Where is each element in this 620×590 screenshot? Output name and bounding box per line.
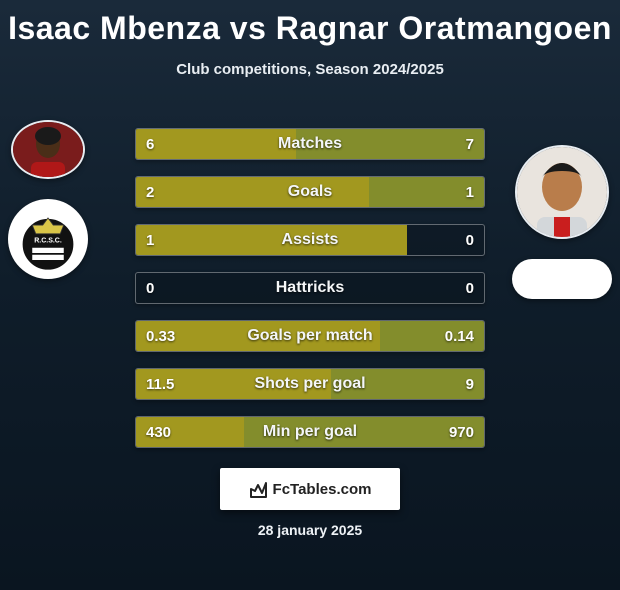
stat-label: Shots per goal <box>136 369 484 399</box>
stats-container: 67Matches 21Goals 10Assists 00Hattricks 0.33… <box>135 128 485 448</box>
stat-label: Hattricks <box>136 273 484 303</box>
stat-row: 00Hattricks <box>135 272 485 304</box>
page-subtitle: Club competitions, Season 2024/2025 <box>0 61 620 78</box>
player-left-avatar-svg <box>13 122 83 177</box>
stat-label: Assists <box>136 225 484 255</box>
stat-row: 10Assists <box>135 224 485 256</box>
stat-label: Matches <box>136 129 484 159</box>
stat-row: 11.59Shots per goal <box>135 368 485 400</box>
stat-row: 21Goals <box>135 176 485 208</box>
branding-icon <box>249 479 269 499</box>
svg-text:R.C.S.C.: R.C.S.C. <box>34 238 62 245</box>
player-left-avatar <box>11 120 85 179</box>
page-title: Isaac Mbenza vs Ragnar Oratmangoen <box>0 10 620 47</box>
branding-text: FcTables.com <box>273 481 372 498</box>
player-right-club-logo <box>512 259 612 299</box>
stat-label: Goals per match <box>136 321 484 351</box>
date-text: 28 january 2025 <box>0 522 620 538</box>
player-right-column <box>512 145 612 299</box>
player-left-club-logo: R.C.S.C. <box>8 199 88 279</box>
stat-label: Goals <box>136 177 484 207</box>
club-left-svg: R.C.S.C. <box>13 204 83 274</box>
content-area: R.C.S.C. 67Matches 21Goals 10Assists 00Hatt… <box>0 110 620 464</box>
player-right-avatar <box>515 145 609 239</box>
branding-badge: FcTables.com <box>220 468 400 510</box>
player-left-column: R.C.S.C. <box>8 120 88 279</box>
stat-row: 0.330.14Goals per match <box>135 320 485 352</box>
stat-row: 67Matches <box>135 128 485 160</box>
stat-row: 430970Min per goal <box>135 416 485 448</box>
player-right-avatar-svg <box>517 147 607 237</box>
stat-label: Min per goal <box>136 417 484 447</box>
